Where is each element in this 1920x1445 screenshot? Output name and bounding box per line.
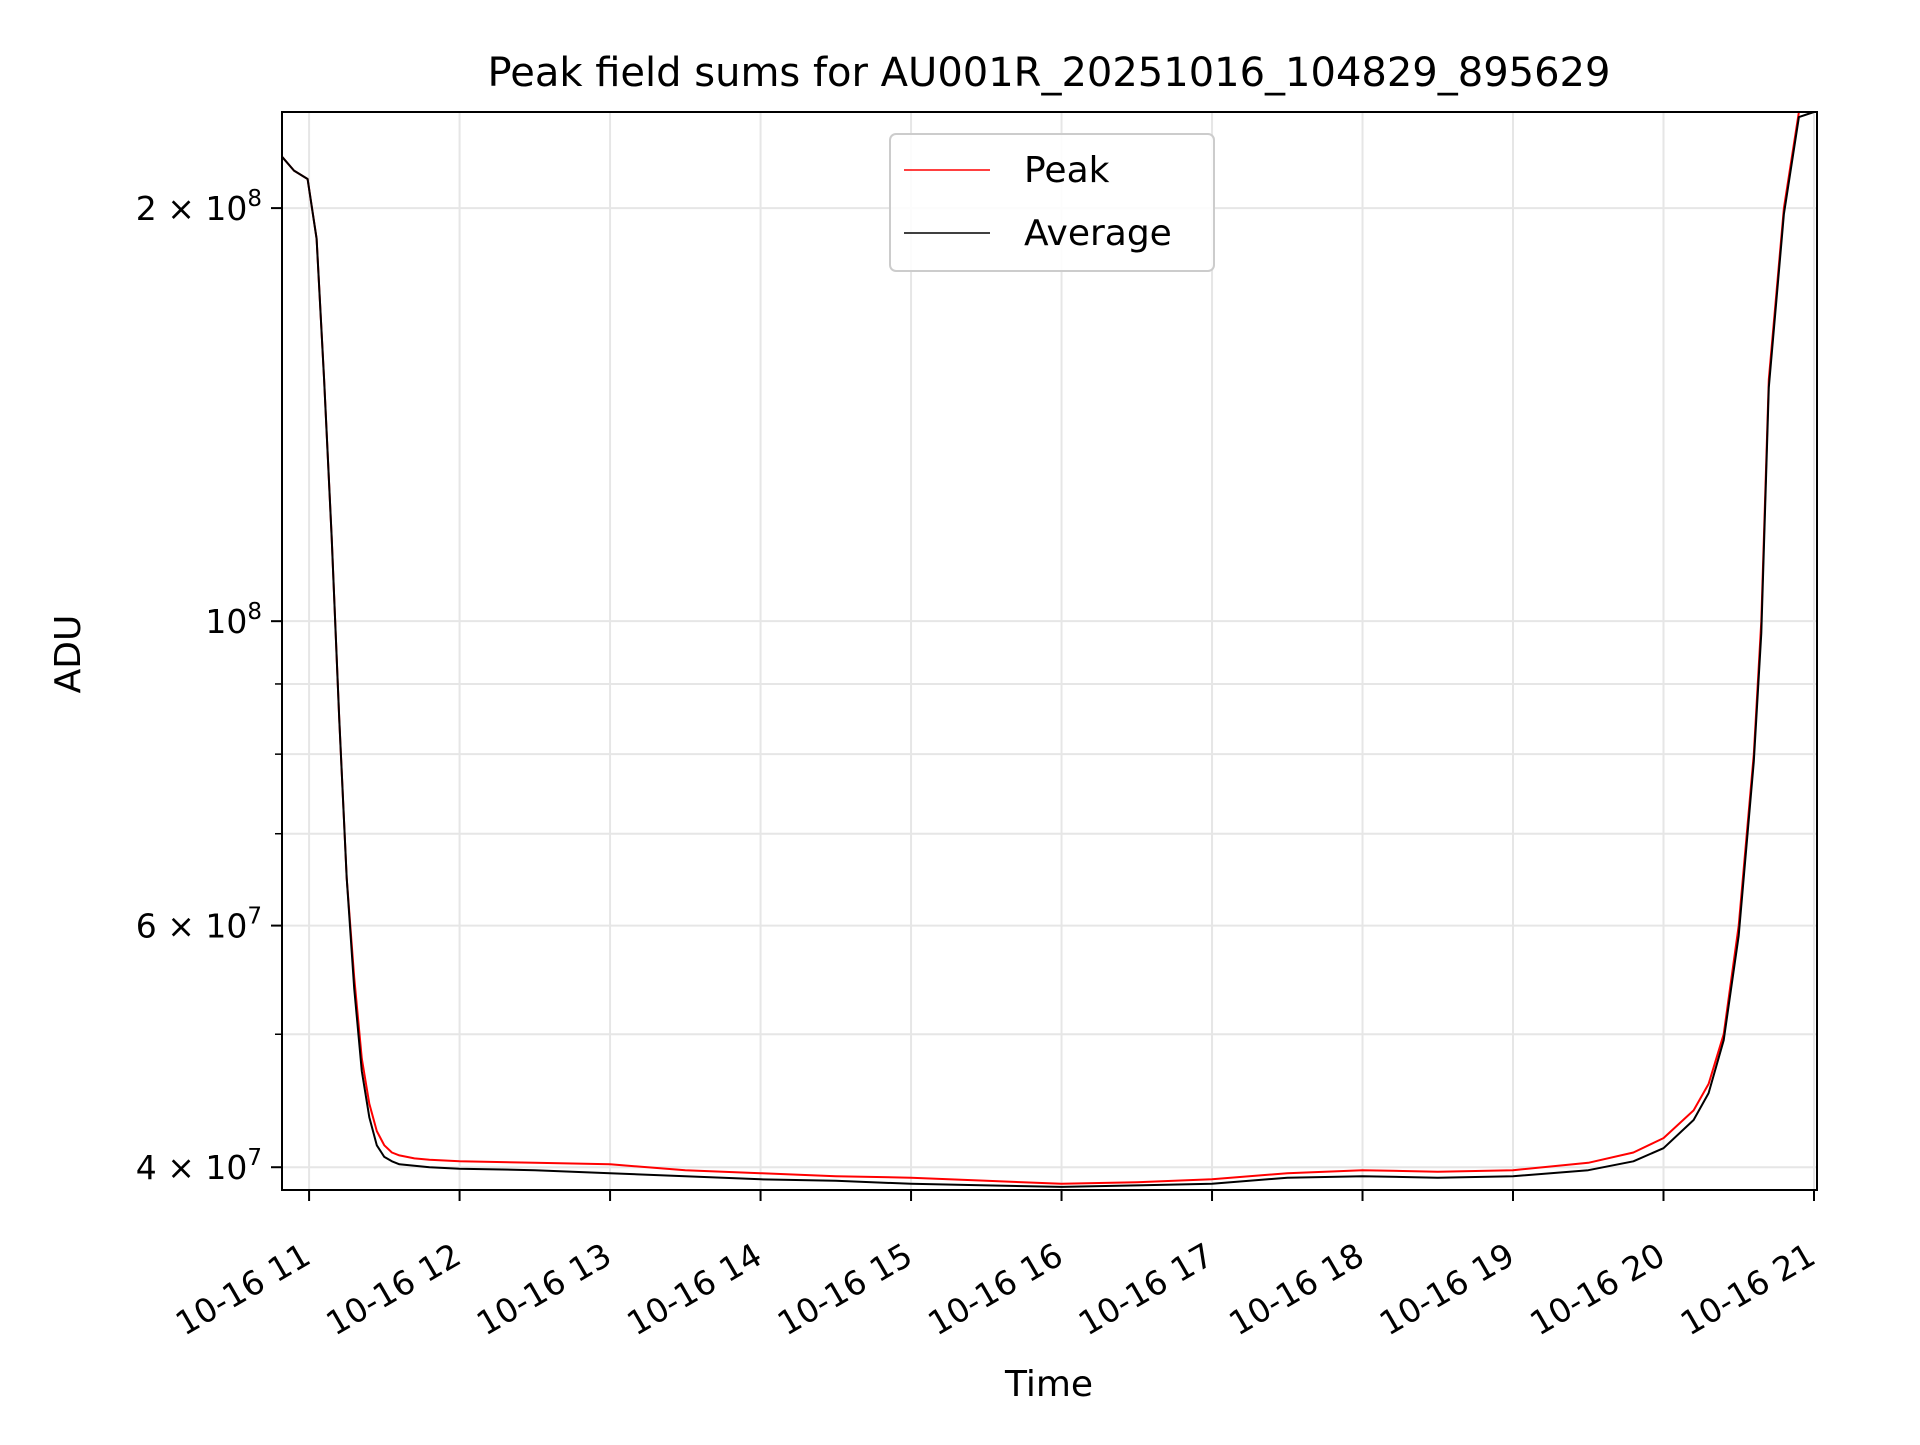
y-axis-label: ADU — [48, 615, 89, 694]
legend-label-average: Average — [1024, 213, 1172, 254]
series-line-average — [281, 111, 1815, 1188]
y-tick-label: 2 × 108 — [136, 186, 262, 228]
y-tick-label: 4 × 107 — [136, 1145, 262, 1187]
x-axis-label: Time — [1004, 1364, 1093, 1405]
axes-frame — [281, 111, 1818, 1191]
legend-label-peak: Peak — [1024, 150, 1110, 191]
legend-box — [889, 133, 1215, 272]
legend: Peak Average — [889, 133, 1215, 272]
chart-title: Peak field sums for AU001R_20251016_1048… — [488, 50, 1611, 96]
y-tick-label: 6 × 107 — [136, 904, 262, 946]
y-tick-label: 108 — [205, 599, 262, 641]
